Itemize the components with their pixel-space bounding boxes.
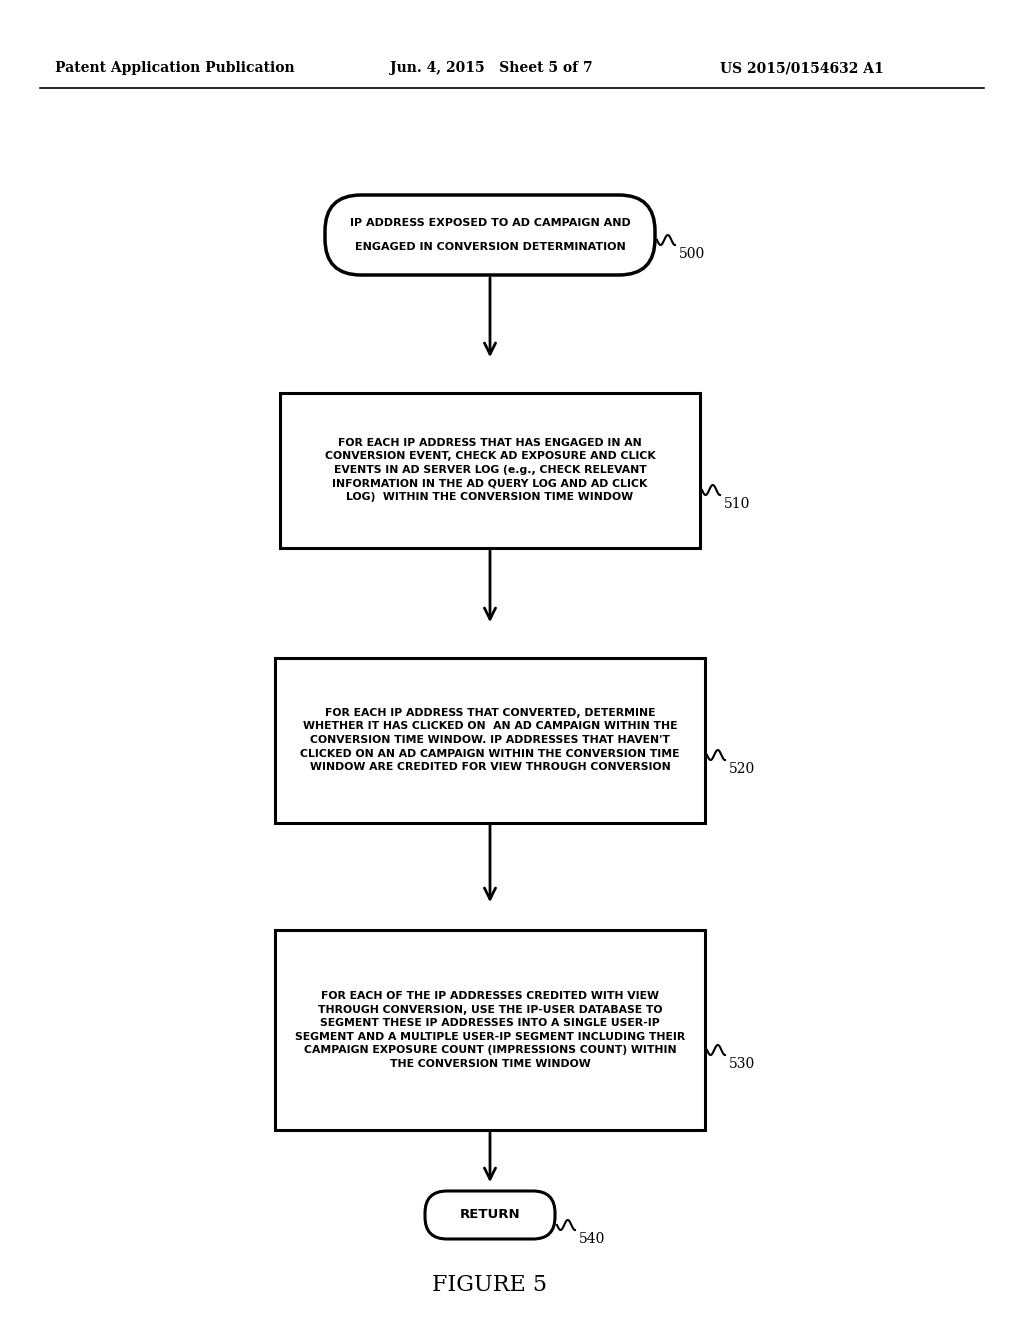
FancyBboxPatch shape [325, 195, 655, 275]
Bar [275, 657, 705, 822]
Text: IP ADDRESS EXPOSED TO AD CAMPAIGN AND: IP ADDRESS EXPOSED TO AD CAMPAIGN AND [349, 218, 631, 228]
Text: FIGURE 5: FIGURE 5 [432, 1274, 548, 1296]
Text: Patent Application Publication: Patent Application Publication [55, 61, 295, 75]
Bar [280, 392, 700, 548]
Text: 540: 540 [579, 1232, 605, 1246]
Text: 500: 500 [679, 247, 706, 261]
Text: US 2015/0154632 A1: US 2015/0154632 A1 [720, 61, 884, 75]
Text: ENGAGED IN CONVERSION DETERMINATION: ENGAGED IN CONVERSION DETERMINATION [354, 242, 626, 252]
Text: 530: 530 [729, 1057, 756, 1071]
Text: Jun. 4, 2015   Sheet 5 of 7: Jun. 4, 2015 Sheet 5 of 7 [390, 61, 593, 75]
Text: FOR EACH IP ADDRESS THAT HAS ENGAGED IN AN
CONVERSION EVENT, CHECK AD EXPOSURE A: FOR EACH IP ADDRESS THAT HAS ENGAGED IN … [325, 438, 655, 502]
FancyBboxPatch shape [425, 1191, 555, 1239]
Text: 520: 520 [729, 762, 756, 776]
Text: FOR EACH OF THE IP ADDRESSES CREDITED WITH VIEW
THROUGH CONVERSION, USE THE IP-U: FOR EACH OF THE IP ADDRESSES CREDITED WI… [295, 991, 685, 1069]
Text: FOR EACH IP ADDRESS THAT CONVERTED, DETERMINE
WHETHER IT HAS CLICKED ON  AN AD C: FOR EACH IP ADDRESS THAT CONVERTED, DETE… [300, 708, 680, 772]
Text: RETURN: RETURN [460, 1209, 520, 1221]
Text: 510: 510 [724, 498, 751, 511]
Bar [275, 931, 705, 1130]
